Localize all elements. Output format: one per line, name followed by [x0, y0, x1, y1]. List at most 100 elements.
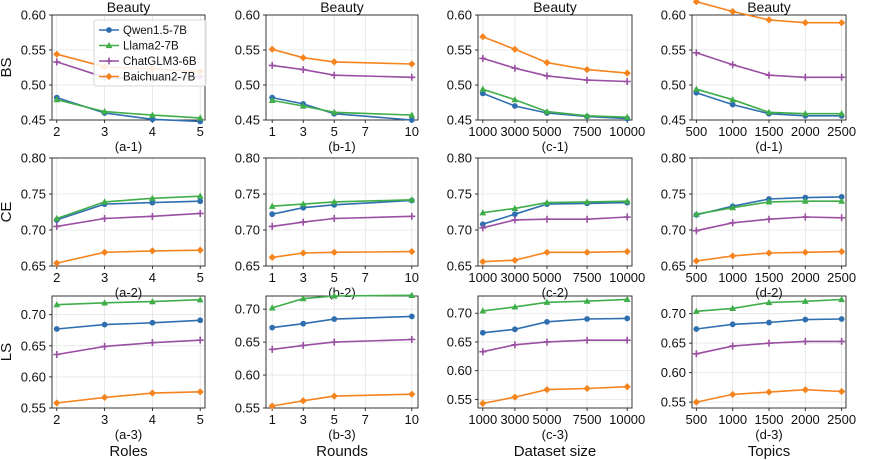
data-point	[330, 392, 338, 400]
data-point	[543, 338, 551, 346]
axes-frame	[51, 295, 206, 409]
series-chatglm3-6b	[268, 335, 416, 353]
data-point	[729, 101, 736, 108]
panel-title: Beauty	[533, 0, 577, 15]
data-point	[408, 111, 416, 118]
data-point	[584, 316, 590, 322]
data-point	[196, 209, 204, 217]
data-point	[729, 204, 737, 211]
series-line	[482, 88, 628, 118]
data-point	[511, 326, 518, 333]
series-llama2-7b	[692, 197, 846, 217]
data-point	[408, 291, 416, 298]
data-point	[300, 320, 307, 327]
y-tick-label: 0.60	[661, 8, 686, 23]
series-chatglm3-6b	[268, 61, 416, 81]
series-baichuan2-7b	[479, 248, 631, 266]
x-tick-label: 10	[405, 412, 419, 427]
series-baichuan2-7b	[53, 388, 204, 407]
data-point	[801, 337, 809, 345]
x-tick-label: 500	[686, 124, 708, 139]
data-point	[801, 19, 809, 27]
panel-sublabel: (a-2)	[115, 285, 142, 300]
series-llama2-7b	[268, 196, 416, 209]
series-llama2-7b	[479, 295, 631, 314]
series-line	[56, 339, 201, 356]
series-baichuan2-7b	[53, 246, 204, 267]
data-point	[543, 72, 551, 80]
legend-item: Qwen1.5-7B	[99, 25, 187, 37]
data-point	[479, 348, 487, 356]
data-point	[479, 85, 487, 92]
y-tick-label: 0.45	[447, 113, 472, 128]
series-line	[56, 249, 201, 264]
legend-box	[93, 19, 207, 87]
data-point	[838, 295, 846, 303]
y-tick-label: 0.80	[235, 151, 260, 166]
series-line	[56, 212, 201, 228]
series-baichuan2-7b	[268, 45, 416, 68]
data-point	[801, 110, 809, 117]
panel-sublabel: (c-3)	[542, 427, 569, 442]
data-point	[802, 316, 809, 323]
data-point	[299, 102, 307, 109]
data-point	[583, 112, 591, 119]
y-tick-label: 0.70	[661, 306, 686, 321]
y-tick-label: 0.70	[235, 223, 260, 238]
data-point	[53, 214, 61, 222]
data-point	[197, 317, 204, 324]
x-tick-label: 3000	[500, 412, 529, 427]
y-tick-label: 0.55	[235, 43, 260, 58]
data-point	[299, 54, 307, 62]
series-llama2-7b	[53, 192, 204, 222]
data-point	[299, 249, 307, 257]
x-tick-label: 5	[331, 124, 338, 139]
data-point	[511, 96, 519, 103]
data-point	[623, 113, 631, 120]
legend-item: Llama2-7B	[99, 41, 179, 53]
data-point	[765, 339, 773, 347]
data-point	[838, 248, 846, 256]
panel-sublabel: (a-1)	[115, 139, 142, 154]
series-baichuan2-7b	[692, 0, 846, 27]
series-line	[272, 338, 412, 351]
data-point	[408, 60, 416, 68]
data-point	[197, 198, 204, 205]
data-point	[543, 298, 551, 305]
y-tick-label: 0.50	[21, 78, 46, 93]
x-tick-label: 3000	[500, 270, 529, 285]
series-qwen1-5-7b	[53, 317, 204, 332]
legend-marker	[105, 72, 113, 81]
y-tick-label: 0.75	[21, 187, 46, 202]
data-point	[268, 45, 276, 53]
data-point	[149, 111, 156, 118]
panel-sublabel: (d-3)	[755, 427, 782, 442]
series-baichuan2-7b	[479, 383, 631, 408]
series-line	[272, 250, 412, 259]
data-point	[196, 296, 204, 303]
series-chatglm3-6b	[268, 212, 416, 230]
x-axis-label: Dataset size	[514, 443, 597, 460]
data-point	[729, 304, 737, 311]
series-baichuan2-7b	[692, 386, 846, 406]
data-point	[53, 222, 61, 230]
y-tick-label: 0.55	[447, 392, 472, 407]
legend-label: Qwen1.5-7B	[123, 25, 187, 37]
y-tick-label: 0.50	[235, 78, 260, 93]
x-axis-label: Topics	[748, 443, 791, 460]
data-point	[196, 192, 204, 199]
data-point	[583, 66, 591, 74]
panel-title: Beauty	[320, 0, 364, 15]
data-point	[511, 211, 518, 218]
data-point	[692, 49, 700, 57]
series-baichuan2-7b	[479, 33, 631, 77]
data-point	[268, 402, 276, 410]
x-tick-label: 500	[686, 270, 708, 285]
x-tick-label: 2500	[827, 124, 856, 139]
x-tick-label: 1000	[468, 270, 497, 285]
x-tick-label: 5000	[533, 124, 562, 139]
x-tick-label: 7500	[573, 270, 602, 285]
data-point	[330, 292, 338, 299]
x-tick-label: 4	[149, 270, 156, 285]
data-point	[511, 204, 519, 211]
